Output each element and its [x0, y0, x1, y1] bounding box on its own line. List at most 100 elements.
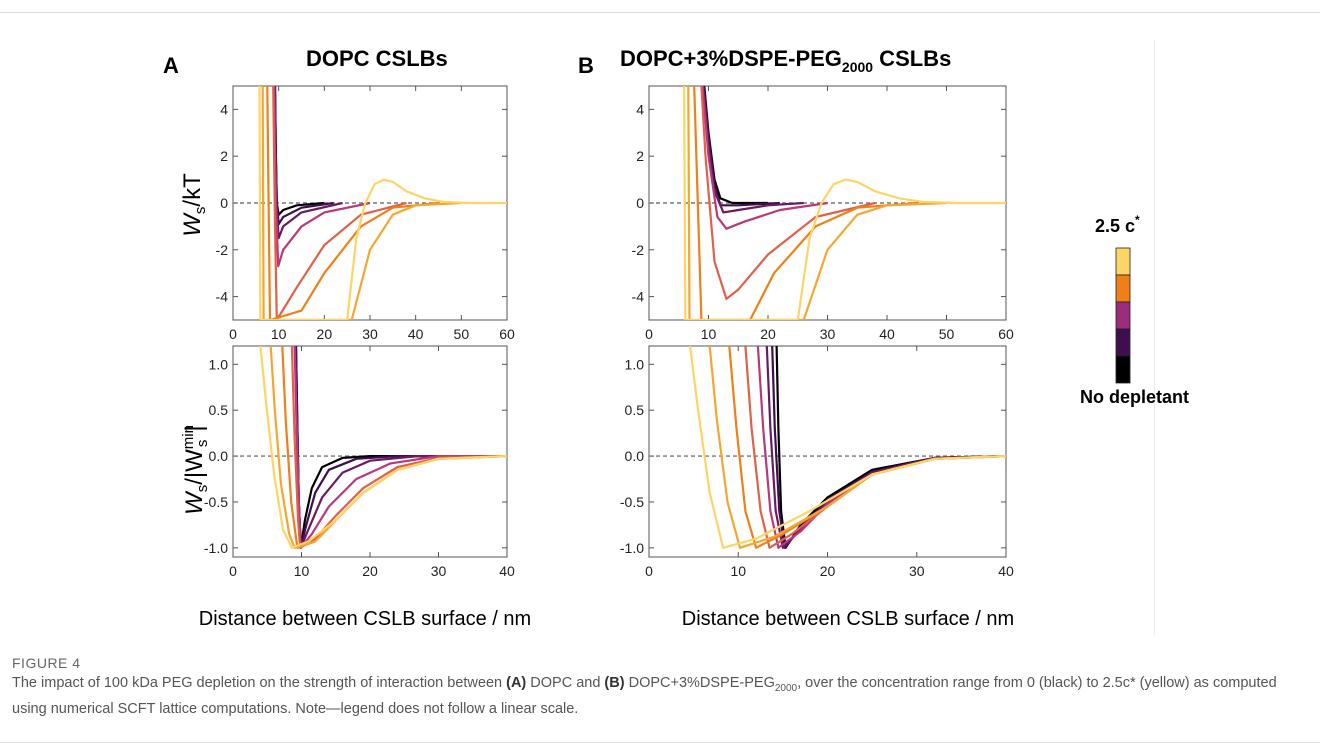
y-tick-label: -4: [216, 289, 229, 305]
y-tick-label: 1.0: [625, 356, 645, 372]
series-line-0: [273, 86, 325, 216]
x-axis-label-b: Distance between CSLB surface / nm: [682, 608, 1014, 630]
caption-panel-ref: (B): [604, 675, 625, 691]
caption-text: The impact of 100 kDa PEG depletion on t…: [12, 675, 507, 691]
series-line-5: [266, 86, 439, 320]
x-tick-label: 10: [271, 326, 287, 342]
plot-b-bottom: 0 10 20 30 40 -1.0 -0.5 0.0 0.5 1.0: [620, 345, 1014, 579]
legend-swatch: [1115, 355, 1131, 384]
x-tick-label: 40: [998, 563, 1014, 579]
plot-frame: [232, 345, 508, 558]
x-tick-label: 0: [229, 326, 237, 342]
plot-a-top: 0 10 20 30 40 50 60 -4 -2 0 2 4: [216, 85, 515, 342]
series-line-4: [744, 346, 1006, 549]
series-line-7: [683, 86, 1006, 320]
series-line-4: [290, 346, 507, 549]
y-tick-label: 0: [220, 195, 228, 211]
y-tick-label: 0.5: [209, 402, 229, 418]
caption-text: 2000: [774, 682, 798, 694]
y-tick-label: -0.5: [204, 494, 228, 510]
legend-colorbar: [1115, 247, 1131, 384]
y-tick-label: 0: [636, 195, 644, 211]
x-tick-label: 30: [362, 326, 378, 342]
legend-swatch: [1115, 301, 1131, 330]
legend-top-label: 2.5 c*: [1095, 213, 1140, 236]
series-line-7: [258, 86, 507, 320]
series-line-4: [272, 86, 407, 320]
y-tick-label: 0.0: [209, 448, 229, 464]
x-tick-label: 10: [294, 563, 310, 579]
figure-label: FIGURE 4: [12, 655, 81, 671]
y-tick-label: -2: [632, 242, 645, 258]
y-tick-label: -1.0: [620, 540, 644, 556]
x-tick-label: 10: [730, 563, 746, 579]
x-tick-label: 60: [998, 326, 1014, 342]
series-line-2: [294, 346, 507, 549]
x-tick-label: 20: [760, 326, 776, 342]
panel-title-b: DOPC+3%DSPE-PEG2000 CSLBs: [620, 46, 951, 75]
caption-text: DOPC and: [526, 675, 605, 691]
x-tick-label: 20: [820, 563, 836, 579]
series-line-1: [294, 346, 507, 549]
x-tick-label: 60: [499, 326, 515, 342]
x-tick-label: 0: [229, 563, 237, 579]
x-tick-label: 50: [939, 326, 955, 342]
x-tick-label: 10: [701, 326, 717, 342]
y-tick-label: 4: [220, 101, 228, 117]
y-tick-label: 2: [636, 148, 644, 164]
figure-edge-rule: [1154, 40, 1155, 635]
x-tick-label: 0: [645, 563, 653, 579]
panel-letter-b: B: [578, 53, 594, 78]
x-tick-label: 40: [408, 326, 424, 342]
figure-caption: The impact of 100 kDa PEG depletion on t…: [12, 673, 1302, 720]
x-axis-label-a: Distance between CSLB surface / nm: [199, 608, 531, 630]
legend-swatch: [1115, 328, 1131, 357]
series-line-7: [259, 346, 507, 549]
y-tick-label: -0.5: [620, 494, 644, 510]
bottom-y-axis-label: Ws/|Wmins|: [180, 425, 211, 515]
plot-b-top: 0 10 20 30 40 50 60 -4 -2 0 2 4: [632, 85, 1014, 342]
caption-text: DOPC+3%DSPE-PEG: [624, 675, 775, 691]
y-tick-label: -1.0: [204, 540, 228, 556]
legend-swatch: [1115, 247, 1131, 276]
series-line-6: [261, 86, 462, 320]
series-line-3: [293, 346, 507, 549]
figure-canvas: A DOPC CSLBs B DOPC+3%DSPE-PEG2000 CSLBs…: [163, 46, 1189, 630]
plot-a-bottom: 0 10 20 30 40 -1.0 -0.5 0.0 0.5 1.0: [204, 345, 515, 579]
y-tick-label: 4: [636, 101, 644, 117]
caption-panel-ref: (A): [506, 675, 527, 691]
caption-text: , over the concentration range from 0 (b…: [12, 675, 1277, 717]
y-tick-label: 0.0: [625, 448, 645, 464]
top-y-axis-label: Ws/kT: [179, 173, 209, 237]
series-line-7: [689, 346, 1006, 549]
y-tick-label: 1.0: [209, 356, 229, 372]
bottom-rule: [0, 742, 1320, 743]
y-tick-label: 2: [220, 148, 228, 164]
y-tick-label: -4: [632, 289, 645, 305]
series-line-3: [701, 86, 828, 230]
series-line-4: [700, 86, 876, 300]
x-tick-label: 0: [645, 326, 653, 342]
y-tick-label: 0.5: [625, 402, 645, 418]
x-tick-label: 20: [362, 563, 378, 579]
series-line-2: [765, 346, 1006, 549]
legend-swatch: [1115, 274, 1131, 303]
legend-bottom-label: No depletant: [1080, 387, 1189, 407]
x-tick-label: 40: [499, 563, 515, 579]
x-tick-label: 30: [431, 563, 447, 579]
x-tick-label: 40: [879, 326, 895, 342]
y-tick-label: -2: [216, 242, 229, 258]
panel-title-a: DOPC CSLBs: [306, 46, 448, 71]
series-line-6: [687, 86, 947, 320]
top-rule: [0, 12, 1320, 13]
series-line-1: [702, 86, 780, 207]
x-tick-label: 30: [820, 326, 836, 342]
x-tick-label: 50: [454, 326, 470, 342]
plot-frame: [648, 345, 1007, 558]
series-line-5: [693, 86, 917, 320]
series-line-0: [294, 346, 507, 549]
series-line-5: [281, 346, 507, 549]
panel-letter-a: A: [163, 53, 179, 78]
x-tick-label: 30: [909, 563, 925, 579]
x-tick-label: 20: [317, 326, 333, 342]
